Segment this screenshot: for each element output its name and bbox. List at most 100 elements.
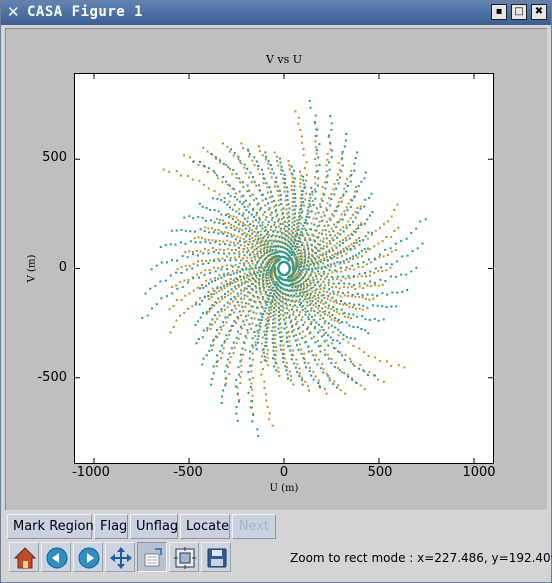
data-point xyxy=(333,193,336,196)
data-point xyxy=(365,297,367,300)
data-point xyxy=(255,232,258,235)
data-point xyxy=(251,267,254,270)
data-point xyxy=(285,284,288,286)
data-point xyxy=(218,240,221,242)
data-point xyxy=(248,203,251,206)
save-button[interactable] xyxy=(201,542,231,572)
data-point xyxy=(241,214,244,217)
data-point xyxy=(238,373,241,376)
data-point xyxy=(281,282,284,285)
data-point xyxy=(381,270,384,273)
data-point xyxy=(378,256,381,259)
data-point xyxy=(309,263,312,266)
data-point xyxy=(351,264,354,267)
data-point xyxy=(333,183,336,185)
data-point xyxy=(219,248,222,251)
data-point xyxy=(285,316,287,319)
data-point xyxy=(242,275,245,278)
unflag-button[interactable]: Unflag xyxy=(130,514,178,539)
data-point xyxy=(227,272,230,275)
data-point xyxy=(371,231,374,234)
pan-button[interactable] xyxy=(105,542,135,572)
close-button[interactable]: ✖ xyxy=(531,4,547,20)
data-point xyxy=(299,129,302,132)
minimize-button[interactable]: ▪ xyxy=(491,4,507,20)
data-point xyxy=(209,242,212,245)
data-point xyxy=(300,291,303,294)
data-point xyxy=(175,271,178,274)
data-point xyxy=(358,295,361,298)
data-point xyxy=(227,183,229,186)
data-point xyxy=(266,349,269,352)
data-point xyxy=(300,222,303,225)
data-point xyxy=(310,307,313,310)
next-button[interactable]: Next xyxy=(232,514,276,539)
data-point xyxy=(314,176,317,179)
data-point xyxy=(349,249,352,252)
data-point xyxy=(199,161,201,163)
data-point xyxy=(243,166,246,169)
forward-button[interactable] xyxy=(73,542,103,572)
data-point xyxy=(264,263,267,266)
data-point xyxy=(229,273,232,276)
data-point xyxy=(175,298,178,301)
data-point xyxy=(222,223,225,226)
back-button[interactable] xyxy=(41,542,71,572)
data-point xyxy=(342,230,345,233)
data-point xyxy=(247,310,250,313)
data-point xyxy=(272,280,275,283)
data-point xyxy=(389,275,392,278)
data-point xyxy=(372,304,374,307)
data-point xyxy=(238,255,241,258)
data-point xyxy=(245,276,248,279)
flag-button[interactable]: Flag xyxy=(94,514,128,539)
data-point xyxy=(309,196,312,199)
data-point xyxy=(258,184,261,187)
data-point xyxy=(296,344,298,347)
data-point xyxy=(208,167,210,170)
data-point xyxy=(290,358,293,361)
zoom-rect-button[interactable] xyxy=(137,542,167,572)
data-point xyxy=(203,165,206,168)
data-point xyxy=(238,212,241,215)
data-point xyxy=(347,313,350,316)
data-point xyxy=(282,352,284,355)
data-point xyxy=(313,229,316,232)
configure-subplots-button[interactable] xyxy=(169,542,199,572)
data-point xyxy=(268,286,271,288)
data-point xyxy=(246,329,249,332)
data-point xyxy=(315,170,318,173)
data-point xyxy=(306,301,309,304)
data-point xyxy=(246,256,249,259)
data-point xyxy=(307,250,310,253)
data-point xyxy=(272,334,275,337)
plot-axes[interactable] xyxy=(74,73,494,464)
locate-button[interactable]: Locate xyxy=(180,514,230,539)
data-point xyxy=(273,342,276,344)
mark-region-button[interactable]: Mark Region xyxy=(7,514,94,539)
data-point xyxy=(302,288,305,291)
data-point xyxy=(253,317,256,320)
data-point xyxy=(301,316,304,319)
data-point xyxy=(210,293,213,296)
data-point xyxy=(343,213,346,216)
data-point xyxy=(277,194,280,197)
maximize-button[interactable]: □ xyxy=(511,4,527,20)
data-point xyxy=(188,215,191,218)
data-point xyxy=(269,245,272,248)
data-point xyxy=(300,189,303,192)
data-point xyxy=(376,304,379,307)
data-point xyxy=(258,172,261,175)
data-point xyxy=(390,305,393,308)
data-point xyxy=(247,291,250,294)
data-point xyxy=(288,268,291,271)
home-button[interactable] xyxy=(9,542,39,572)
data-point xyxy=(287,294,290,296)
data-point xyxy=(240,278,243,281)
title-bar[interactable]: ✕ CASA Figure 1 ▪ □ ✖ xyxy=(1,1,551,25)
data-point xyxy=(275,346,278,349)
data-point xyxy=(415,227,418,230)
data-point xyxy=(214,156,217,159)
data-point xyxy=(264,204,267,207)
